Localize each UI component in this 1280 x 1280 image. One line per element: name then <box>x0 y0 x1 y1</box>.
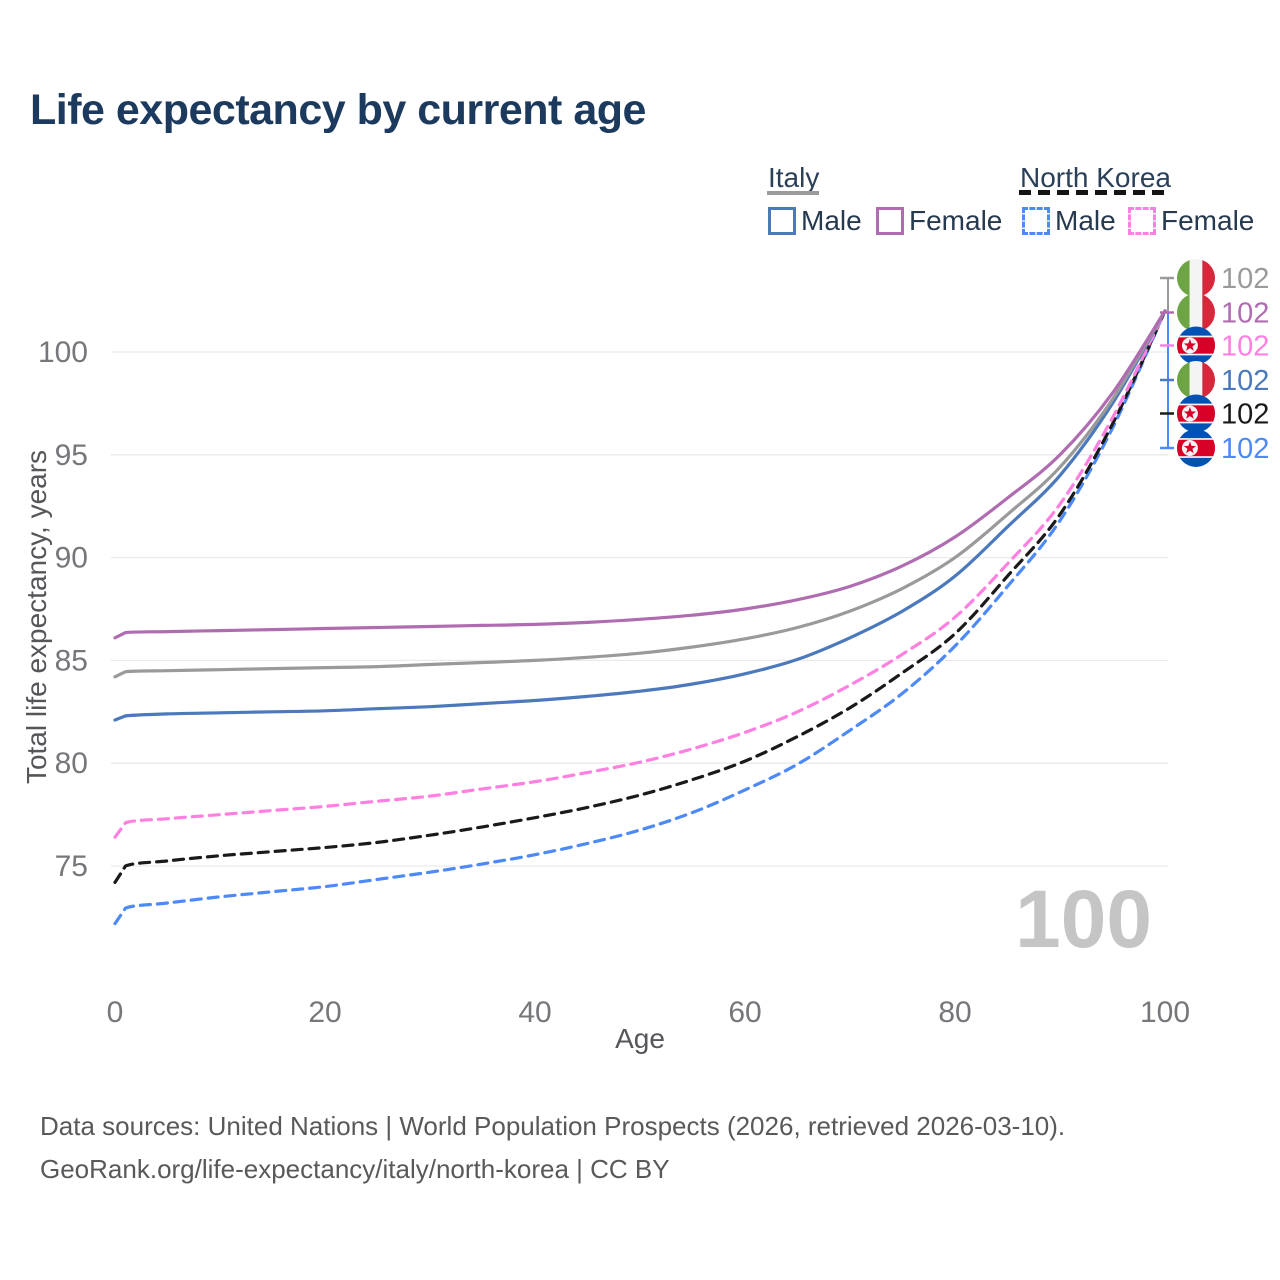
line-north-korea-male[interactable] <box>113 309 1167 926</box>
legend-swatch-italy-female[interactable] <box>876 207 904 235</box>
x-tick-label-100: 100 <box>1140 996 1190 1029</box>
x-tick-label-80: 80 <box>938 996 971 1029</box>
end-value-label-north-korea-female: 102 <box>1221 331 1269 363</box>
italy-flag-white-band <box>1189 293 1203 332</box>
legend-label-italy-male[interactable]: Male <box>801 205 862 236</box>
y-axis-title: Total life expectancy, years <box>21 450 52 784</box>
y-tick-label-100: 100 <box>38 336 88 369</box>
x-axis-title: Age <box>615 1023 665 1054</box>
y-tick-label-80: 80 <box>55 747 88 780</box>
legend-swatch-north-korea-male[interactable] <box>1022 207 1050 235</box>
italy-flag-white-band <box>1189 259 1203 297</box>
north-korea-flag-icon <box>1177 394 1215 433</box>
end-value-label-north-korea-all: 102 <box>1221 399 1269 431</box>
y-tick-label-85: 85 <box>55 644 88 677</box>
legend-swatch-italy-male[interactable] <box>768 207 796 235</box>
italy-flag-red-band <box>1202 293 1215 332</box>
italy-flag-green-band <box>1177 293 1190 332</box>
hover-age-watermark: 100 <box>1015 874 1152 965</box>
legend-label-north-korea-female[interactable]: Female <box>1161 205 1255 236</box>
legend-group-north-korea[interactable]: North Korea <box>1020 162 1171 193</box>
italy-flag-red-band <box>1202 259 1215 297</box>
north-korea-flag-icon <box>1177 429 1215 467</box>
x-tick-label-20: 20 <box>308 996 341 1029</box>
page-title: Life expectancy by current age <box>30 86 646 134</box>
y-tick-label-75: 75 <box>55 850 88 883</box>
x-tick-label-60: 60 <box>728 996 761 1029</box>
legend-label-italy-female[interactable]: Female <box>909 205 1003 236</box>
footer-sources-line: Data sources: United Nations | World Pop… <box>40 1111 1066 1141</box>
line-italy-all[interactable] <box>113 309 1167 679</box>
series-layer <box>113 309 1167 926</box>
y-tick-label-90: 90 <box>55 542 88 575</box>
italy-flag-white-band <box>1189 361 1203 399</box>
legend-group-italy[interactable]: Italy <box>768 162 820 193</box>
nk-flag-star <box>1183 407 1197 419</box>
gridlines-layer <box>111 351 1168 867</box>
italy-flag-icon <box>1177 361 1215 399</box>
italy-flag-green-band <box>1177 259 1190 297</box>
line-north-korea-all[interactable] <box>113 309 1167 884</box>
x-tick-label-0: 0 <box>107 996 124 1029</box>
italy-flag-red-band <box>1202 361 1215 399</box>
axis-layer: 75 80 85 90 95 100 0 20 40 60 80 100 <box>38 336 1190 1029</box>
italy-flag-green-band <box>1177 361 1190 399</box>
italy-flag-icon <box>1177 259 1215 297</box>
italy-flag-icon <box>1177 293 1215 332</box>
y-tick-label-95: 95 <box>55 439 88 472</box>
nk-flag-star <box>1183 339 1197 351</box>
end-value-label-north-korea-male: 102 <box>1221 433 1269 465</box>
end-value-label-italy-all: 102 <box>1221 263 1269 295</box>
nk-flag-star <box>1183 441 1197 454</box>
x-tick-label-40: 40 <box>518 996 551 1029</box>
end-value-label-italy-female: 102 <box>1221 298 1269 330</box>
legend-label-north-korea-male[interactable]: Male <box>1055 205 1116 236</box>
line-north-korea-female[interactable] <box>113 309 1167 839</box>
data-source-footer: Data sources: United Nations | World Pop… <box>40 1105 1065 1191</box>
line-italy-female[interactable] <box>113 309 1167 640</box>
footer-attribution-line[interactable]: GeoRank.org/life-expectancy/italy/north-… <box>40 1154 670 1184</box>
line-italy-male[interactable] <box>113 309 1167 722</box>
legend-swatch-north-korea-female[interactable] <box>1128 207 1156 235</box>
legend-north-korea-line-sample <box>1019 190 1165 195</box>
legend-italy-line-sample <box>767 191 819 195</box>
north-korea-flag-icon <box>1177 326 1215 365</box>
end-value-label-italy-male: 102 <box>1221 365 1269 397</box>
